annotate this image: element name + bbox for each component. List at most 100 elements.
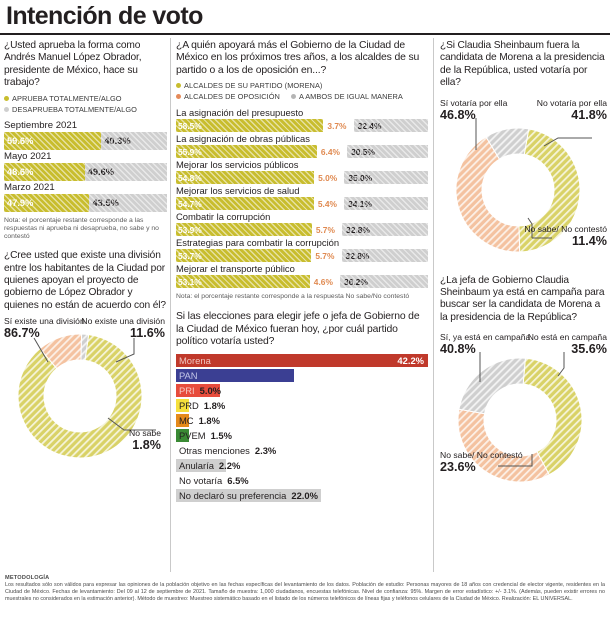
bar-segment-ambos: 30.5%: [347, 145, 428, 159]
party-bar-row: PRI 5.0%: [176, 383, 428, 398]
bar-segment-oposicion: 3.7%: [327, 120, 347, 131]
party-bar-row: Morena 42.2%: [176, 353, 428, 368]
party-name-label: PRI: [179, 384, 195, 396]
donut-svg: [457, 352, 583, 483]
donut-label-si-existe: Sí existe una división 86.7%: [4, 316, 85, 341]
bar-segment-oposicion: 5.7%: [315, 250, 335, 261]
party-name-label: No declaró su preferencia: [179, 489, 287, 501]
left-question-1: ¿Usted aprueba la forma como Andrés Manu…: [4, 40, 142, 89]
bar-segment-partido: 54.7%: [176, 197, 314, 211]
methodology-footer: METODOLOGÍA Los resultados sólo son váli…: [5, 575, 605, 604]
stacked-bar: 53.1% 4.6% 36.2%: [176, 275, 428, 289]
party-bar-row: PVEM 1.5%: [176, 428, 428, 443]
title-divider: [0, 33, 610, 35]
bar-segment-aprueba: 59.6%: [4, 131, 102, 150]
party-bar-row: MC 1.8%: [176, 413, 428, 428]
stacked-bar: 53.9% 5.7% 32.8%: [176, 223, 428, 237]
bar-group: Combatir la corrupción 53.9% 5.7% 32.8%: [176, 211, 428, 237]
bar-segment-partido: 54.8%: [176, 171, 315, 185]
party-bar-fill: [176, 488, 321, 503]
donut-label-no-sabe: No sabe 1.8%: [128, 428, 161, 453]
mid-column: ¿A quién apoyará más el Gobierno de la C…: [176, 40, 428, 504]
party-vote-bar-chart: Morena 42.2% PAN 14.6% PRI 5.0% PRD 1.8% MC 1.8% P…: [176, 353, 428, 503]
party-value-label: 2.2%: [218, 459, 241, 471]
left-note: Nota: el porcentaje restante corresponde…: [4, 216, 159, 241]
stacked-bar: 54.8% 5.0% 35.0%: [176, 171, 428, 185]
bar-segment-aprueba: 48.6%: [4, 162, 85, 181]
legend-dot-icon: [290, 94, 296, 100]
methodology-title: METODOLOGÍA: [5, 575, 50, 581]
bar-group: Septiembre 2021 59.6% 40.3%: [4, 120, 167, 150]
party-value-label: 1.8%: [203, 399, 226, 411]
left-column: ¿Usted aprueba la forma como Andrés Manu…: [4, 40, 167, 468]
party-value-label: 14.6%: [395, 369, 422, 381]
mid-legend: ALCALDES DE SU PARTIDO (MORENA) ALCALDES…: [176, 81, 428, 101]
party-name-label: PAN: [179, 369, 198, 381]
donut-slice: [518, 127, 581, 253]
party-bar-fill: [176, 398, 189, 413]
bar-segment-partido: 53.7%: [176, 249, 312, 263]
donut-slice: [458, 357, 526, 415]
bar-segment-partido: 58.5%: [176, 119, 324, 133]
sheinbaum-candidate-donut: Sí votaría por ella 46.8% No votaría por…: [440, 98, 607, 273]
donut-svg: [455, 117, 592, 253]
bar-segment-partido: 53.1%: [176, 275, 310, 289]
bar-group: Mejorar los servicios de salud 54.7% 5.4% 3…: [176, 185, 428, 211]
stacked-bar: 58.5% 3.7% 32.4%: [176, 119, 428, 133]
bar-segment-ambos: 35.0%: [344, 171, 428, 185]
bar-segment-desaprueba: 40.3%: [101, 131, 167, 150]
bar-segment-ambos: 32.8%: [341, 249, 428, 263]
party-name-label: PRD: [179, 399, 199, 411]
legend-item-desaprueba: DESAPRUEBA TOTALMENTE/ALGO: [4, 105, 137, 114]
stacked-bar: 55.9% 6.4% 30.5%: [176, 145, 428, 159]
party-bar-row: Anularía 2.2%: [176, 458, 428, 473]
bar-group: Mejorar el transporte público 53.1% 4.6% 36…: [176, 263, 428, 289]
donut-slice: [522, 357, 583, 476]
donut-label-no-existe: No existe una división 11.6%: [81, 316, 165, 341]
legend-dot-icon: [176, 94, 181, 100]
party-name-label: Anularía: [179, 459, 214, 471]
bar-segment-partido: 55.9%: [176, 145, 317, 159]
party-value-label: 6.5%: [227, 474, 249, 486]
bar-category-label: La asignación del presupuesto: [176, 107, 304, 119]
bar-segment-aprueba: 47.9%: [4, 193, 90, 212]
bar-group: Mayo 2021 48.6% 49.6%: [4, 151, 167, 181]
bar-segment-oposicion: 6.4%: [320, 146, 340, 157]
right-column: ¿Si Claudia Sheinbaum fuera la candidata…: [440, 40, 607, 497]
bar-segment-oposicion: 5.7%: [315, 224, 335, 235]
donut-label-no-sabe: No sabe/ No contestó 23.6%: [440, 450, 523, 475]
legend-item-aprueba: APRUEBA TOTALMENTE/ALGO: [4, 94, 122, 103]
stacked-bar: 54.7% 5.4% 34.1%: [176, 197, 428, 211]
party-bar-row: No votaría 6.5%: [176, 474, 428, 488]
bar-category-label: Septiembre 2021: [4, 119, 78, 131]
bar-group: La asignación de obras públicas 55.9% 6.4%…: [176, 133, 428, 159]
bar-segment-desaprueba: 49.6%: [84, 162, 167, 181]
legend-label: APRUEBA TOTALMENTE/ALGO: [12, 93, 122, 103]
mid-question-2: Si las elecciones para elegir jefe o jef…: [176, 311, 420, 348]
left-question-2: ¿Cree usted que existe una división entr…: [4, 250, 166, 311]
donut-slice: [17, 334, 143, 459]
party-value-label: 5.0%: [199, 384, 222, 396]
legend-label: ALCALDES DE OPOSICIÓN: [184, 92, 280, 102]
division-donut-chart: Sí existe una división 86.7% No existe u…: [4, 316, 167, 468]
mid-question-1: ¿A quién apoyará más el Gobierno de la C…: [176, 40, 420, 76]
bar-group: Mejorar los servicios públicos 54.8% 5.0% 3…: [176, 159, 428, 185]
donut-label-si-votaria: Sí votaría por ella 46.8%: [440, 97, 508, 122]
party-bar-fill: [176, 353, 428, 368]
party-value-label: 1.5%: [210, 429, 232, 441]
bar-category-label: Combatir la corrupción: [176, 211, 271, 223]
legend-label: DESAPRUEBA TOTALMENTE/ALGO: [12, 104, 137, 114]
legend-item-oposicion: ALCALDES DE OPOSICIÓN: [176, 92, 280, 101]
stacked-bar: 53.7% 5.7% 32.8%: [176, 249, 428, 263]
legend-item-partido: ALCALDES DE SU PARTIDO (MORENA): [176, 81, 322, 90]
donut-svg: [17, 333, 156, 459]
party-name-label: MC: [179, 414, 194, 426]
bar-segment-oposicion: 4.6%: [313, 276, 333, 287]
party-bar-fill: [176, 458, 226, 473]
party-bar-row: PAN 14.6%: [176, 368, 428, 383]
bar-segment-ambos: 36.2%: [340, 275, 428, 289]
right-question-2: ¿La jefa de Gobierno Claudia Sheinbaum y…: [440, 274, 605, 323]
party-bar-fill: [176, 428, 189, 443]
stacked-bar: 47.9% 43.5%: [4, 193, 167, 212]
party-name-label: Otras menciones: [179, 444, 250, 456]
